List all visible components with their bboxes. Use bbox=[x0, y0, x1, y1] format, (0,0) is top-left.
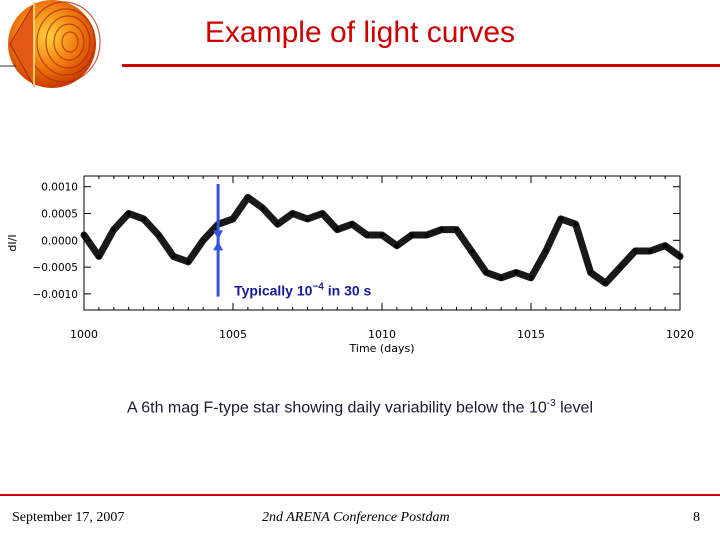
page-number: 8 bbox=[693, 510, 700, 525]
arrow-head-down bbox=[213, 230, 224, 240]
caption-main: A 6th mag F-type star showing daily vari… bbox=[126, 399, 547, 417]
data-point bbox=[618, 264, 623, 270]
data-point bbox=[320, 211, 325, 216]
x-tick-label: 1010 bbox=[368, 328, 396, 341]
globe-logo bbox=[0, 0, 101, 88]
y-tick-label: −0.0010 bbox=[32, 289, 78, 301]
data-point bbox=[633, 248, 638, 254]
x-tick-label: 1000 bbox=[70, 328, 98, 341]
data-point bbox=[409, 232, 414, 238]
data-point bbox=[588, 270, 593, 275]
slide-caption: A 6th mag F-type star showing daily vari… bbox=[0, 398, 720, 417]
data-point bbox=[230, 216, 236, 222]
data-point bbox=[558, 216, 563, 222]
data-point bbox=[379, 232, 385, 238]
data-point bbox=[186, 259, 191, 264]
data-point bbox=[290, 211, 295, 216]
data-point bbox=[305, 216, 310, 222]
data-point bbox=[275, 222, 280, 227]
annotation-text: Typically 10 bbox=[234, 283, 313, 299]
y-tick-label: 0.0005 bbox=[41, 209, 78, 221]
variability-annotation: Typically 10−4 in 30 s bbox=[234, 282, 371, 299]
slide-title: Example of light curves bbox=[204, 16, 516, 49]
x-axis-label: Time (days) bbox=[349, 342, 415, 355]
data-point bbox=[528, 275, 534, 281]
data-point bbox=[424, 232, 429, 238]
caption-tail: level bbox=[555, 399, 594, 417]
data-point bbox=[111, 227, 117, 232]
data-point bbox=[662, 243, 668, 248]
data-point bbox=[543, 248, 549, 254]
annotation-exponent: −4 bbox=[312, 282, 324, 293]
axis-layer: 1000 1005 1010 1015 1020 0.0010 0.0005 0.0000 −0… bbox=[6, 176, 694, 355]
data-point bbox=[141, 216, 146, 222]
plot-frame bbox=[83, 175, 681, 311]
data-point bbox=[677, 254, 683, 259]
data-point bbox=[499, 275, 504, 281]
data-point bbox=[156, 232, 161, 238]
data-point bbox=[439, 227, 444, 232]
x-tick-label: 1015 bbox=[517, 328, 545, 341]
y-axis-label: dI/I bbox=[6, 234, 19, 251]
data-point bbox=[454, 227, 459, 232]
data-point bbox=[394, 243, 400, 248]
caption-exponent: -3 bbox=[546, 398, 556, 409]
plot-layer bbox=[83, 175, 681, 311]
y-tick-label: 0.0010 bbox=[41, 182, 78, 194]
footer-conference: 2nd ARENA Conference Postdam bbox=[262, 510, 450, 525]
data-point bbox=[260, 205, 265, 211]
data-point bbox=[603, 281, 608, 286]
data-point bbox=[513, 270, 519, 275]
data-point bbox=[648, 248, 653, 254]
arrow-head-up bbox=[213, 241, 224, 251]
title-rule bbox=[122, 64, 720, 67]
data-point bbox=[364, 232, 370, 238]
data-point bbox=[469, 248, 474, 254]
footer-date: September 17, 2007 bbox=[12, 510, 125, 525]
footer-rule bbox=[0, 494, 720, 496]
data-point bbox=[350, 222, 355, 227]
data-point bbox=[245, 195, 251, 200]
annotation-tail: in 30 s bbox=[324, 283, 372, 299]
data-point bbox=[201, 238, 206, 243]
data-point bbox=[484, 270, 489, 275]
x-tick-label: 1020 bbox=[666, 328, 694, 341]
data-point bbox=[573, 222, 578, 227]
annotation-layer: Typically 10−4 in 30 s bbox=[213, 184, 372, 299]
x-tick-label: 1005 bbox=[219, 328, 247, 341]
data-point bbox=[171, 254, 176, 259]
data-point bbox=[96, 254, 102, 259]
y-tick-label: −0.0005 bbox=[32, 262, 78, 274]
series-layer bbox=[80, 193, 684, 287]
data-point bbox=[81, 232, 87, 238]
light-curve-chart: 1000 1005 1010 1015 1020 0.0010 0.0005 0.0000 −0… bbox=[6, 175, 694, 355]
data-point bbox=[126, 211, 131, 216]
y-tick-label: 0.0000 bbox=[41, 235, 78, 247]
data-point bbox=[335, 227, 340, 232]
